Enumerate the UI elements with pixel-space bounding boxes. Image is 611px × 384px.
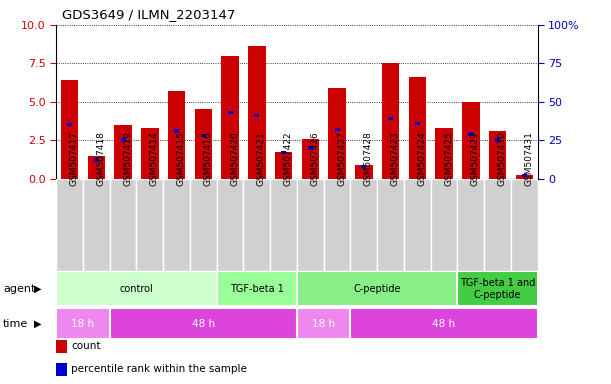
FancyBboxPatch shape — [110, 308, 297, 339]
Text: GSM507428: GSM507428 — [364, 131, 373, 186]
Bar — [201, 134, 206, 137]
Text: 48 h: 48 h — [433, 318, 456, 329]
Text: GSM507427: GSM507427 — [337, 131, 346, 186]
FancyBboxPatch shape — [297, 308, 351, 339]
Bar — [195, 109, 212, 179]
Bar — [302, 139, 319, 179]
Text: GSM507419: GSM507419 — [123, 131, 132, 186]
FancyBboxPatch shape — [297, 271, 458, 306]
Bar — [361, 165, 366, 168]
FancyBboxPatch shape — [217, 179, 243, 271]
FancyBboxPatch shape — [484, 179, 511, 271]
Text: agent: agent — [3, 284, 35, 294]
FancyBboxPatch shape — [56, 179, 83, 271]
Bar — [308, 146, 313, 149]
Bar — [516, 175, 533, 179]
Text: GSM507420: GSM507420 — [230, 131, 239, 186]
FancyBboxPatch shape — [431, 179, 458, 271]
Text: GSM507424: GSM507424 — [417, 131, 426, 186]
Text: GSM507430: GSM507430 — [497, 131, 507, 186]
FancyBboxPatch shape — [404, 179, 431, 271]
Text: TGF-beta 1 and
C-peptide: TGF-beta 1 and C-peptide — [460, 278, 535, 300]
Bar — [67, 123, 72, 126]
Bar — [489, 131, 507, 179]
Text: GSM507421: GSM507421 — [257, 131, 266, 186]
Bar — [409, 77, 426, 179]
Text: GSM507429: GSM507429 — [471, 131, 480, 186]
FancyBboxPatch shape — [297, 179, 324, 271]
Bar — [388, 117, 393, 120]
FancyBboxPatch shape — [243, 179, 270, 271]
Bar — [141, 128, 158, 179]
Bar — [248, 46, 266, 179]
Bar — [275, 152, 292, 179]
Text: GSM507425: GSM507425 — [444, 131, 453, 186]
FancyBboxPatch shape — [83, 179, 110, 271]
FancyBboxPatch shape — [190, 179, 217, 271]
FancyBboxPatch shape — [351, 308, 538, 339]
Text: time: time — [3, 318, 28, 329]
Bar — [94, 159, 99, 162]
Bar — [174, 129, 179, 132]
Text: ▶: ▶ — [34, 284, 41, 294]
Text: GDS3649 / ILMN_2203147: GDS3649 / ILMN_2203147 — [62, 8, 236, 21]
FancyBboxPatch shape — [136, 179, 163, 271]
Text: 18 h: 18 h — [71, 318, 95, 329]
Text: TGF-beta 1: TGF-beta 1 — [230, 284, 284, 294]
Text: GSM507423: GSM507423 — [390, 131, 400, 186]
Bar — [228, 111, 233, 114]
Text: GSM507422: GSM507422 — [284, 131, 293, 186]
FancyBboxPatch shape — [511, 179, 538, 271]
Bar — [436, 128, 453, 179]
Bar — [495, 139, 500, 142]
Bar — [61, 80, 78, 179]
Bar — [415, 122, 420, 125]
Bar — [281, 151, 286, 154]
Text: GSM507418: GSM507418 — [97, 131, 105, 186]
Bar — [355, 165, 373, 179]
Text: GSM507416: GSM507416 — [203, 131, 213, 186]
FancyBboxPatch shape — [351, 179, 377, 271]
Text: 48 h: 48 h — [192, 318, 215, 329]
Text: ▶: ▶ — [34, 318, 41, 329]
Text: GSM507417: GSM507417 — [70, 131, 79, 186]
Text: percentile rank within the sample: percentile rank within the sample — [71, 364, 247, 374]
FancyBboxPatch shape — [163, 179, 190, 271]
Text: GSM507431: GSM507431 — [524, 131, 533, 186]
Bar — [382, 63, 399, 179]
Text: GSM507415: GSM507415 — [177, 131, 186, 186]
Bar — [168, 91, 185, 179]
Text: C-peptide: C-peptide — [353, 284, 401, 294]
Text: control: control — [120, 284, 153, 294]
FancyBboxPatch shape — [458, 179, 484, 271]
FancyBboxPatch shape — [56, 308, 110, 339]
Bar — [254, 114, 259, 117]
Bar — [87, 156, 105, 179]
Bar — [469, 132, 474, 136]
Bar — [221, 56, 239, 179]
Bar — [335, 128, 340, 131]
FancyBboxPatch shape — [56, 271, 217, 306]
FancyBboxPatch shape — [270, 179, 297, 271]
Bar — [328, 88, 346, 179]
FancyBboxPatch shape — [458, 271, 538, 306]
Text: 18 h: 18 h — [312, 318, 335, 329]
FancyBboxPatch shape — [377, 179, 404, 271]
Text: count: count — [71, 341, 101, 351]
Bar — [120, 139, 125, 142]
Text: GSM507414: GSM507414 — [150, 131, 159, 186]
Text: GSM507426: GSM507426 — [310, 131, 320, 186]
FancyBboxPatch shape — [324, 179, 351, 271]
Bar — [522, 174, 527, 177]
Bar — [462, 102, 480, 179]
Bar — [114, 125, 132, 179]
FancyBboxPatch shape — [217, 271, 297, 306]
FancyBboxPatch shape — [110, 179, 136, 271]
